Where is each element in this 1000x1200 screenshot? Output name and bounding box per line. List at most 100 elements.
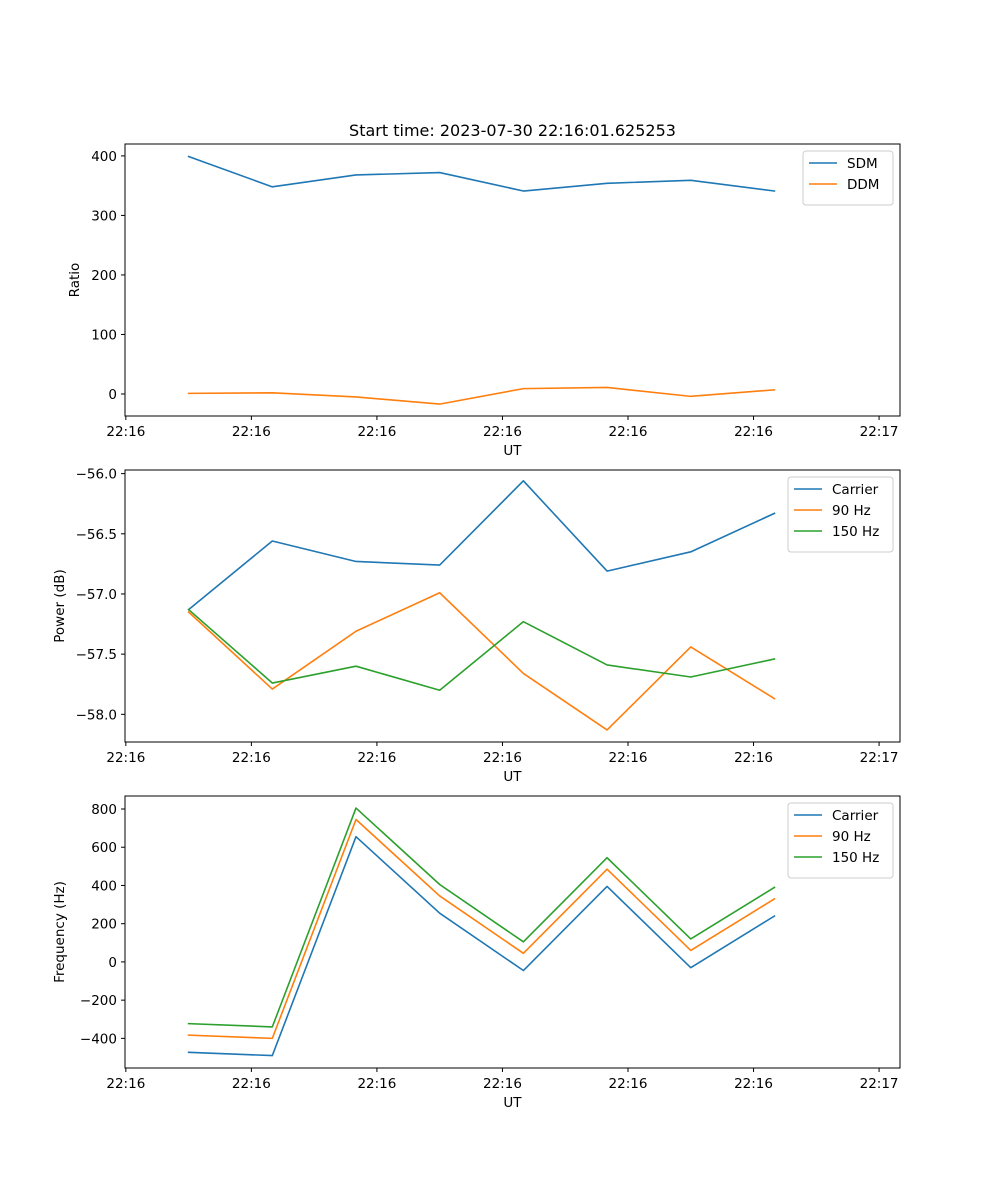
data-point [606,885,608,887]
x-tick-label: 22:16 [483,1076,522,1092]
data-point [690,676,692,678]
data-point [438,912,440,914]
x-tick-label: 22:16 [232,1076,271,1092]
data-point [355,807,357,809]
x-axis-label: UT [503,1095,522,1111]
series-line-150-hz [187,807,776,1028]
legend: Carrier 90 Hz 150 Hz [787,476,894,553]
y-tick-label: −56.5 [76,527,117,543]
data-point [355,174,357,176]
data-point [438,895,440,897]
x-tick-label: 22:16 [106,424,145,440]
y-tick-label: 400 [91,149,117,165]
data-point [690,179,692,181]
data-point [773,915,775,917]
x-axis-label: UT [503,769,522,785]
data-point [187,608,189,610]
chart-title: Start time: 2023-07-30 22:16:01.625253 [349,121,676,140]
y-tick-label: −57.0 [76,587,117,603]
y-tick-label: −400 [80,1031,117,1047]
y-tick-label: 0 [108,387,117,403]
y-tick-label: −56.0 [76,467,117,483]
data-point [438,689,440,691]
data-point [271,682,273,684]
data-point [773,389,775,391]
data-point [690,949,692,951]
y-tick-label: −58.0 [76,707,117,723]
data-point [271,540,273,542]
data-point [438,883,440,885]
x-tick-label: 22:16 [357,750,396,766]
data-point [773,886,775,888]
series-line-carrier [187,835,776,1057]
data-point [690,646,692,648]
data-point [271,1054,273,1056]
data-point [355,560,357,562]
data-point [271,1037,273,1039]
x-tick-label: 22:16 [232,750,271,766]
legend-label: DDM [847,177,879,193]
x-tick-label: 22:16 [357,1076,396,1092]
data-point [773,512,775,514]
data-point [606,570,608,572]
series-line-ddm [187,386,776,405]
y-tick-label: 400 [91,878,117,894]
data-point [187,1034,189,1036]
y-axis-label: Frequency (Hz) [52,881,68,983]
legend-label: 150 Hz [832,524,879,540]
subplot-3: 22:16 22:16 22:16 22:16 22:16 22:16 22:17 800 60… [52,795,901,1111]
data-point [606,868,608,870]
data-point [522,387,524,389]
y-tick-label: 200 [91,917,117,933]
legend: SDM DDM [802,150,894,206]
legend-label: 90 Hz [832,503,871,519]
data-point [438,564,440,566]
data-point [271,392,273,394]
legend-box [802,150,894,206]
y-axis-label: Ratio [67,263,83,298]
data-point [522,952,524,954]
data-point [187,392,189,394]
legend-label: 90 Hz [832,829,871,845]
series-line-carrier [187,480,776,611]
data-point [773,697,775,699]
data-point [355,396,357,398]
data-point [438,592,440,594]
data-point [606,857,608,859]
x-tick-label: 22:16 [232,424,271,440]
y-tick-label: 200 [91,268,117,284]
legend: Carrier 90 Hz 150 Hz [787,802,894,879]
data-point [187,155,189,157]
data-point [690,966,692,968]
data-point [522,672,524,674]
data-point [438,171,440,173]
series-line-sdm [187,155,776,192]
data-point [271,1026,273,1028]
data-point [355,665,357,667]
subplot-1: Start time: 2023-07-30 22:16:01.625253 22… [67,121,901,459]
y-axis-label: Power (dB) [52,569,68,642]
x-tick-label: 22:16 [106,1076,145,1092]
data-point [522,620,524,622]
data-point [522,941,524,943]
legend-box [787,802,894,879]
data-point [690,938,692,940]
x-tick-label: 22:16 [357,424,396,440]
x-tick-label: 22:16 [483,750,522,766]
legend-label: SDM [847,156,878,172]
data-point [773,658,775,660]
data-point [606,182,608,184]
y-tick-label: −57.5 [76,647,117,663]
data-point [355,836,357,838]
x-tick-label: 22:17 [860,1076,899,1092]
data-point [690,395,692,397]
data-point [355,818,357,820]
subplot-2: 22:16 22:16 22:16 22:16 22:16 22:16 22:17 −56.0… [52,467,901,785]
data-point [606,664,608,666]
data-point [187,1022,189,1024]
data-point [271,688,273,690]
x-tick-label: 22:16 [609,424,648,440]
y-tick-label: 300 [91,208,117,224]
x-tick-label: 22:17 [860,424,899,440]
axes-frame [124,143,901,417]
